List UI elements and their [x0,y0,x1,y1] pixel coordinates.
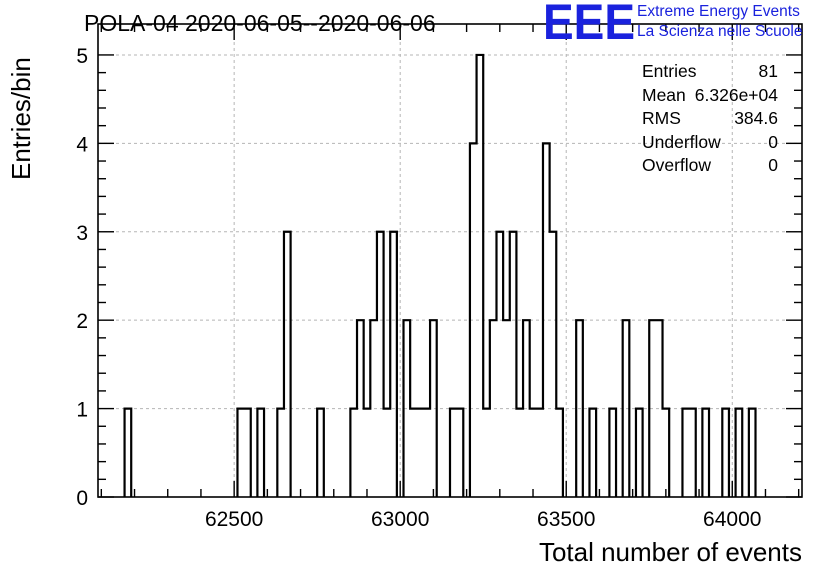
x-axis-label: Total number of events [538,537,802,567]
tick-labels: 62500 63000 63500 64000 0 1 2 3 4 5 [76,45,761,531]
y-tick-label: 1 [76,399,88,422]
y-tick-label: 5 [76,45,88,68]
plot-frame [97,23,803,498]
y-tick-label: 4 [76,133,88,156]
y-tick-label: 2 [76,310,88,333]
axis-ticks [98,24,802,498]
stats-value: 384.6 [734,108,778,128]
stats-label: Mean [642,84,686,105]
stats-label: Underflow [642,131,721,152]
x-tick-label: 62500 [205,508,263,531]
stats-row: Mean 6.326e+04 [642,84,778,108]
stats-box: Entries 81 Mean 6.326e+04 RMS 384.6 Underfl… [642,60,778,178]
logo-line-2: La Scienza nelle Scuole [637,23,803,40]
y-tick-label: 0 [76,487,88,510]
y-tick-label: 3 [76,222,88,245]
grid-lines [98,24,802,497]
logo-line-1: Extreme Energy Events [637,3,800,20]
stats-row: Underflow 0 [642,131,778,155]
x-tick-label: 63500 [537,508,595,531]
logo-mark: EEE [543,0,635,44]
stats-label: Entries [642,61,697,81]
stats-label: Overflow [642,155,712,175]
x-tick-label: 63000 [371,508,429,531]
stats-value: 0 [768,131,778,152]
stats-label: RMS [642,108,681,128]
histogram-outline [123,53,757,497]
stats-value: 0 [768,155,778,175]
stats-value: 6.326e+04 [694,84,778,105]
axes-frame [97,23,803,498]
y-axis-label: Entries/bin [6,57,36,180]
chart-title: POLA-04 2020-06-05--2020-06-06 [84,10,436,36]
stats-value: 81 [758,61,778,81]
stats-row: Overflow 0 [642,154,778,178]
stats-row: RMS 384.6 [642,107,778,131]
x-tick-label: 64000 [703,508,761,531]
stats-row: Entries 81 [642,60,778,84]
eee-logo-icon: EEE [543,0,635,44]
logo-caption: Extreme Energy Events La Scienza nelle S… [637,2,802,42]
